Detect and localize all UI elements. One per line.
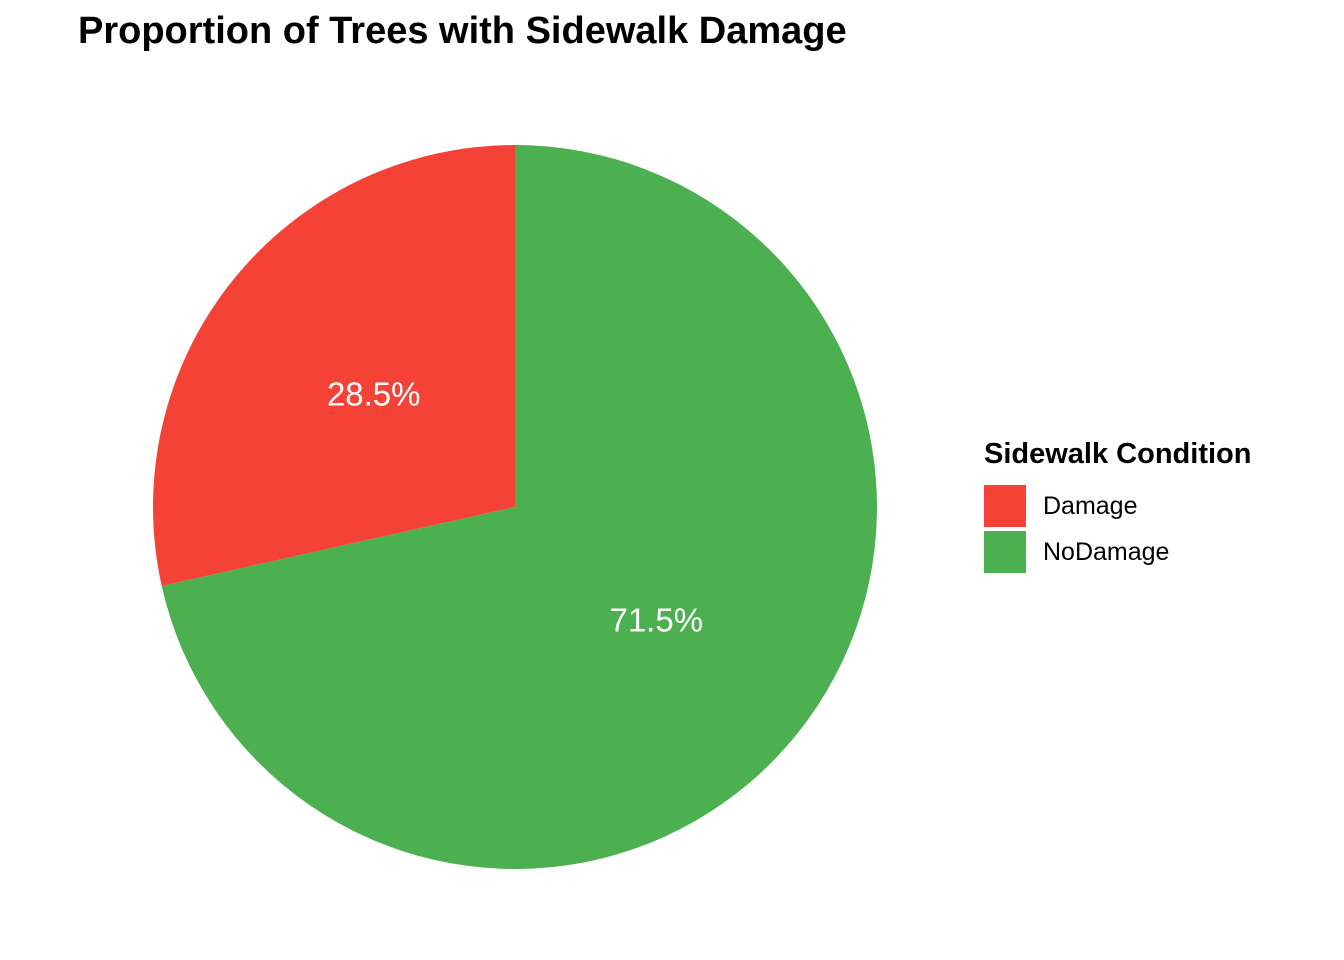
legend-label-nodamage: NoDamage [1043,537,1170,566]
legend-title: Sidewalk Condition [984,438,1252,470]
slice-label-nodamage: 71.5% [609,602,703,639]
legend-item-damage: Damage [984,483,1251,529]
pie-slice-labels: 28.5% 71.5% [327,375,703,638]
legend-label-damage: Damage [1043,491,1138,520]
legend-key-nodamage [984,531,1026,573]
pie-slices [153,145,877,869]
chart-title: Proportion of Trees with Sidewalk Damage [78,10,847,52]
legend-key-damage [984,485,1026,527]
pie-slice-damage [153,145,515,586]
legend-items: Damage NoDamage [984,483,1251,575]
legend: Sidewalk Condition Damage NoDamage [984,438,1251,575]
pie-slice-nodamage [161,145,877,869]
slice-label-damage: 28.5% [327,375,421,412]
legend-item-nodamage: NoDamage [984,529,1251,575]
